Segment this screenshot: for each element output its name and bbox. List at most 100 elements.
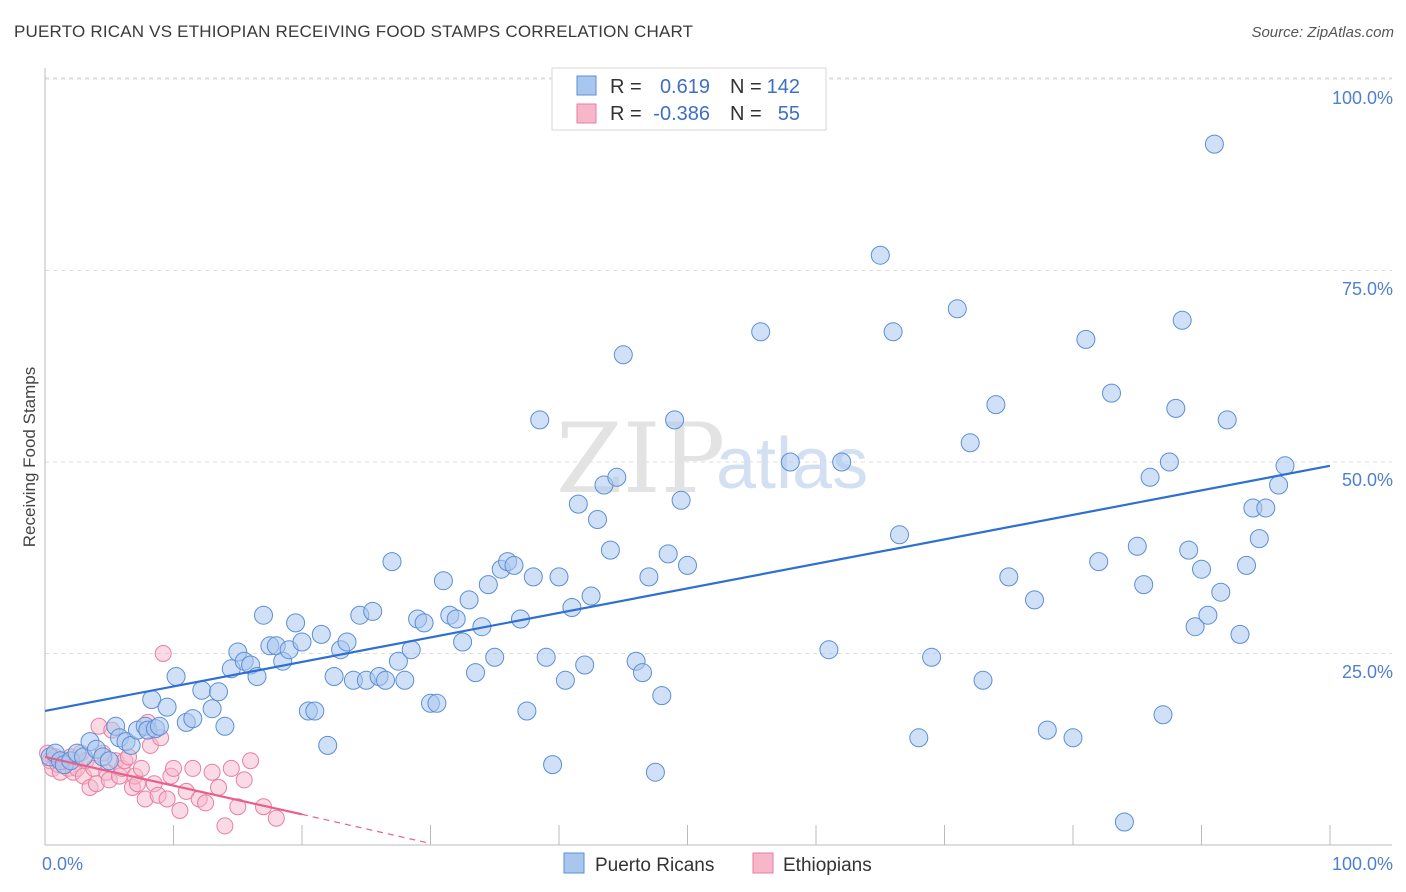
puerto-rican-point-44 bbox=[318, 735, 338, 755]
puerto-rican-point-55 bbox=[388, 651, 408, 671]
puerto-rican-point-82 bbox=[562, 598, 582, 617]
puerto-rican-point-138 bbox=[1249, 529, 1269, 549]
puerto-rican-point-69 bbox=[478, 575, 498, 595]
puerto-rican-point-110 bbox=[960, 433, 980, 453]
ethiopian-point-45 bbox=[197, 794, 215, 812]
series-legend-swatch-blue bbox=[563, 852, 585, 874]
series-legend-swatch-pink bbox=[752, 852, 774, 874]
x-tick-label-100: 100.0% bbox=[1332, 854, 1393, 874]
puerto-rican-point-84 bbox=[575, 655, 595, 675]
puerto-rican-point-112 bbox=[986, 395, 1006, 415]
puerto-rican-point-114 bbox=[1025, 590, 1044, 610]
puerto-rican-point-92 bbox=[633, 663, 652, 683]
puerto-rican-point-115 bbox=[1037, 720, 1057, 740]
puerto-rican-point-28 bbox=[215, 716, 235, 736]
puerto-rican-point-54 bbox=[382, 552, 402, 572]
trend-line-ethiopians bbox=[44, 755, 303, 816]
ethiopian-point-40 bbox=[165, 759, 182, 777]
puerto-rican-point-85 bbox=[581, 586, 601, 606]
puerto-rican-point-94 bbox=[645, 762, 665, 782]
puerto-rican-point-51 bbox=[363, 601, 383, 621]
legend-r-value-2: -0.386 bbox=[653, 103, 710, 125]
puerto-rican-point-124 bbox=[1153, 705, 1173, 725]
puerto-rican-point-108 bbox=[922, 647, 942, 667]
puerto-rican-point-103 bbox=[832, 452, 852, 472]
puerto-rican-point-140 bbox=[1269, 475, 1289, 495]
x-tick-label-0: 0.0% bbox=[42, 854, 83, 874]
puerto-rican-point-128 bbox=[1179, 540, 1199, 560]
puerto-rican-point-127 bbox=[1172, 310, 1192, 330]
puerto-rican-point-80 bbox=[549, 567, 569, 587]
legend-n-value-1: 142 bbox=[767, 76, 800, 98]
puerto-rican-point-67 bbox=[466, 663, 485, 683]
puerto-rican-point-42 bbox=[305, 701, 325, 721]
puerto-rican-point-99 bbox=[678, 555, 697, 575]
puerto-rican-point-102 bbox=[819, 640, 839, 660]
y-tick-label-100: 100.0% bbox=[1332, 88, 1393, 108]
puerto-rican-point-61 bbox=[427, 693, 447, 713]
y-axis-title: Receiving Food Stamps bbox=[20, 367, 39, 547]
puerto-rican-point-59 bbox=[414, 613, 434, 633]
series-legend: Puerto Ricans Ethiopians bbox=[563, 852, 872, 876]
puerto-rican-point-131 bbox=[1198, 605, 1218, 625]
ethiopian-point-41 bbox=[171, 802, 189, 819]
legend-r-label-1: R = bbox=[610, 76, 642, 98]
puerto-rican-point-53 bbox=[376, 670, 395, 690]
puerto-rican-point-79 bbox=[543, 755, 563, 775]
stats-legend-box bbox=[551, 67, 827, 131]
ethiopian-point-50 bbox=[229, 798, 247, 816]
trend-line-puerto-ricans bbox=[44, 464, 1331, 713]
ethiopian-point-54 bbox=[267, 809, 285, 827]
puerto-rican-point-93 bbox=[639, 567, 659, 587]
stats-legend: R = 0.619 N = 142 R = -0.386 N = 55 bbox=[551, 67, 827, 131]
puerto-rican-point-39 bbox=[286, 613, 306, 633]
puerto-rican-point-88 bbox=[600, 540, 620, 560]
puerto-rican-point-25 bbox=[192, 680, 212, 700]
puerto-ricans-points bbox=[40, 134, 1295, 832]
puerto-rican-point-122 bbox=[1134, 575, 1154, 595]
puerto-rican-point-121 bbox=[1127, 536, 1147, 556]
puerto-rican-point-22 bbox=[166, 667, 186, 686]
ethiopian-point-47 bbox=[210, 779, 227, 796]
grid-lines bbox=[45, 77, 1392, 654]
ethiopian-point-37 bbox=[154, 645, 172, 662]
puerto-rican-point-109 bbox=[947, 299, 967, 319]
puerto-rican-point-34 bbox=[254, 605, 273, 625]
legend-swatch-blue bbox=[576, 75, 597, 96]
puerto-rican-point-43 bbox=[311, 624, 331, 644]
ethiopian-point-38 bbox=[158, 790, 176, 808]
puerto-rican-point-107 bbox=[909, 728, 929, 748]
puerto-rican-point-111 bbox=[973, 670, 993, 690]
legend-r-label-2: R = bbox=[610, 103, 642, 125]
puerto-rican-point-86 bbox=[588, 510, 607, 529]
puerto-rican-point-113 bbox=[999, 567, 1019, 587]
puerto-rican-point-45 bbox=[324, 667, 344, 686]
y-tick-labels: 100.0% 75.0% 50.0% 25.0% bbox=[1332, 88, 1393, 682]
puerto-rican-point-118 bbox=[1089, 552, 1109, 572]
puerto-rican-point-21 bbox=[157, 697, 177, 717]
puerto-rican-point-134 bbox=[1217, 410, 1237, 430]
puerto-rican-point-96 bbox=[658, 544, 678, 564]
puerto-rican-point-89 bbox=[607, 467, 627, 487]
series-legend-label-puerto-ricans: Puerto Ricans bbox=[595, 855, 714, 876]
legend-n-label-2: N = bbox=[730, 103, 762, 125]
puerto-rican-point-90 bbox=[613, 345, 633, 365]
puerto-rican-point-105 bbox=[883, 322, 903, 342]
puerto-rican-point-56 bbox=[395, 670, 415, 690]
puerto-rican-point-70 bbox=[485, 647, 505, 667]
puerto-rican-point-104 bbox=[870, 245, 890, 265]
puerto-rican-point-129 bbox=[1185, 617, 1205, 637]
puerto-rican-point-97 bbox=[665, 410, 685, 430]
puerto-rican-point-135 bbox=[1230, 624, 1250, 644]
puerto-rican-point-77 bbox=[530, 410, 550, 430]
puerto-rican-point-73 bbox=[504, 555, 524, 575]
puerto-rican-point-139 bbox=[1256, 498, 1276, 518]
y-tick-label-25: 25.0% bbox=[1342, 662, 1393, 682]
puerto-rican-point-101 bbox=[780, 452, 800, 472]
trend-lines bbox=[44, 464, 1331, 845]
puerto-rican-point-20 bbox=[149, 716, 169, 736]
puerto-rican-point-117 bbox=[1076, 329, 1096, 349]
puerto-rican-point-95 bbox=[652, 686, 672, 706]
puerto-rican-point-133 bbox=[1211, 582, 1231, 602]
